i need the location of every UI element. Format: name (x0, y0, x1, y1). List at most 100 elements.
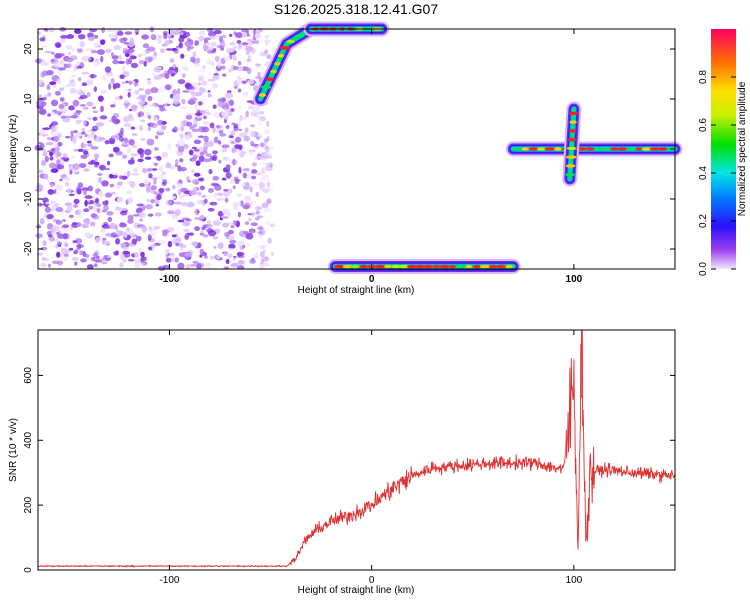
spectrogram-noise-blob (93, 42, 98, 49)
spectrogram-noise-blob (104, 140, 111, 145)
spectrogram-noise-blob (135, 235, 142, 242)
spectrogram-noise-blob (259, 262, 264, 269)
spectrogram-noise-blob (227, 247, 236, 251)
spectrogram-noise-blob (231, 122, 236, 125)
spectrogram-noise-blob (226, 222, 235, 225)
spectrogram-noise-blob (46, 137, 52, 141)
spectrogram-noise-blob (122, 65, 126, 72)
spectrogram-noise-blob (117, 60, 126, 64)
spectrogram-noise-blob (76, 65, 83, 69)
spectrogram-noise-blob (106, 160, 111, 166)
spectrogram-noise-blob (203, 198, 208, 204)
spectrogram-noise-blob (77, 182, 84, 189)
spectrogram-noise-blob (250, 200, 257, 205)
spectrogram-noise-blob (150, 198, 155, 204)
spectrogram-noise-blob (129, 181, 136, 188)
spectrogram-noise-blob (134, 31, 139, 35)
spectrogram-noise-blob (130, 55, 137, 60)
spectrogram-noise-blob (169, 58, 175, 63)
spectrogram-noise-blob (257, 115, 264, 119)
spectrogram-noise-blob (104, 240, 109, 245)
spectrogram-noise-blob (163, 103, 167, 108)
spectrogram-noise-blob (264, 35, 270, 39)
colorbar-gradient (711, 29, 736, 269)
spectrogram-hot-spot (473, 264, 481, 269)
spectrogram-noise-blob (224, 156, 230, 162)
spectrogram-hot-spot (432, 264, 441, 269)
spectrogram-noise-blob (86, 48, 94, 51)
spectrogram-hot-spot (642, 147, 652, 151)
spectrogram-noise-blob (222, 73, 227, 77)
spectrogram-noise-blob (159, 165, 163, 173)
spectrogram-noise-blob (268, 162, 273, 168)
spectrogram-noise-blob (126, 170, 131, 178)
spectrogram-noise-blob (262, 262, 270, 267)
spectrogram-noise-blob (249, 124, 255, 128)
spectrogram-noise-blob (115, 184, 120, 190)
spectrogram-noise-blob (73, 148, 79, 152)
spectrogram-noise-blob (106, 29, 115, 33)
spectrogram-noise-blob (207, 46, 214, 50)
spectrogram-noise-blob (57, 141, 63, 147)
spectrogram-noise-blob (233, 85, 238, 89)
spectrogram-noise-blob (159, 86, 165, 94)
spectrogram-noise-blob (115, 151, 123, 156)
spectrogram-noise-blob (41, 101, 47, 107)
spectrogram-noise-blob (219, 35, 223, 43)
spectrogram-noise-blob (39, 37, 46, 42)
spectrogram-noise-blob (218, 129, 224, 134)
spectrogram-noise-blob (119, 222, 127, 228)
spectrogram-noise-blob (245, 110, 249, 118)
spectrogram-noise-blob (182, 167, 187, 170)
spectrogram-noise-blob (73, 67, 77, 72)
spectrogram-noise-blob (89, 221, 96, 227)
spectrogram-noise-blob (208, 168, 213, 175)
spectrogram-noise-blob (44, 155, 49, 163)
spectrogram-noise-blob (200, 214, 205, 220)
spectrogram-noise-blob (216, 255, 221, 260)
spectrogram-noise-blob (266, 53, 274, 57)
spectrogram-noise-blob (127, 91, 131, 98)
spectrogram-noise-blob (210, 41, 217, 47)
spectrogram-noise-blob (89, 28, 98, 33)
spectrogram-noise-blob (249, 130, 256, 137)
spectrogram-noise-blob (198, 101, 203, 106)
spectrogram-noise-blob (255, 205, 261, 211)
spectrogram-noise-blob (230, 263, 239, 268)
spectrogram-noise-blob (255, 39, 260, 45)
spectrogram-noise-blob (217, 192, 224, 197)
spectrogram-noise-blob (122, 250, 130, 255)
spectrogram-noise-blob (213, 111, 220, 119)
spectrogram-noise-blob (119, 95, 123, 100)
spectrogram-noise-blob (162, 178, 168, 185)
spectrogram-noise-blob (212, 126, 216, 133)
spectrogram-noise-blob (140, 105, 145, 109)
spectrogram-noise-blob (199, 68, 207, 73)
spectrogram-noise-blob (119, 175, 123, 180)
spectrogram-noise-blob (198, 30, 206, 36)
spectrogram-noise-blob (111, 172, 120, 176)
spectrogram-noise-blob (250, 211, 256, 218)
spectrogram-noise-blob (166, 210, 175, 215)
spectrogram-noise-blob (50, 99, 59, 107)
spectrogram-noise-blob (40, 72, 46, 78)
spectrogram-noise-blob (60, 157, 66, 160)
spectrogram-noise-blob (211, 49, 216, 54)
spectrogram-noise-blob (79, 104, 86, 107)
spectrogram-noise-blob (108, 33, 116, 38)
snr-x-tick-label: 0 (369, 575, 375, 586)
spectrogram-noise-blob (61, 219, 67, 222)
spectrogram-hot-spot (595, 147, 602, 151)
spectrogram-noise-blob (60, 247, 67, 255)
spectrogram-noise-blob (186, 46, 191, 52)
spectrogram-noise-blob (75, 243, 84, 249)
spectrogram-noise-blob (56, 251, 61, 258)
spectrogram-noise-blob (69, 169, 73, 175)
spectrogram-noise-blob (147, 167, 153, 172)
spectrogram-hot-spot (635, 147, 642, 151)
spectrogram-noise-blob (115, 206, 122, 211)
spectrogram-noise-blob (84, 199, 88, 207)
spectrogram-noise-blob (228, 135, 235, 139)
spectrogram-noise-blob (70, 130, 74, 136)
